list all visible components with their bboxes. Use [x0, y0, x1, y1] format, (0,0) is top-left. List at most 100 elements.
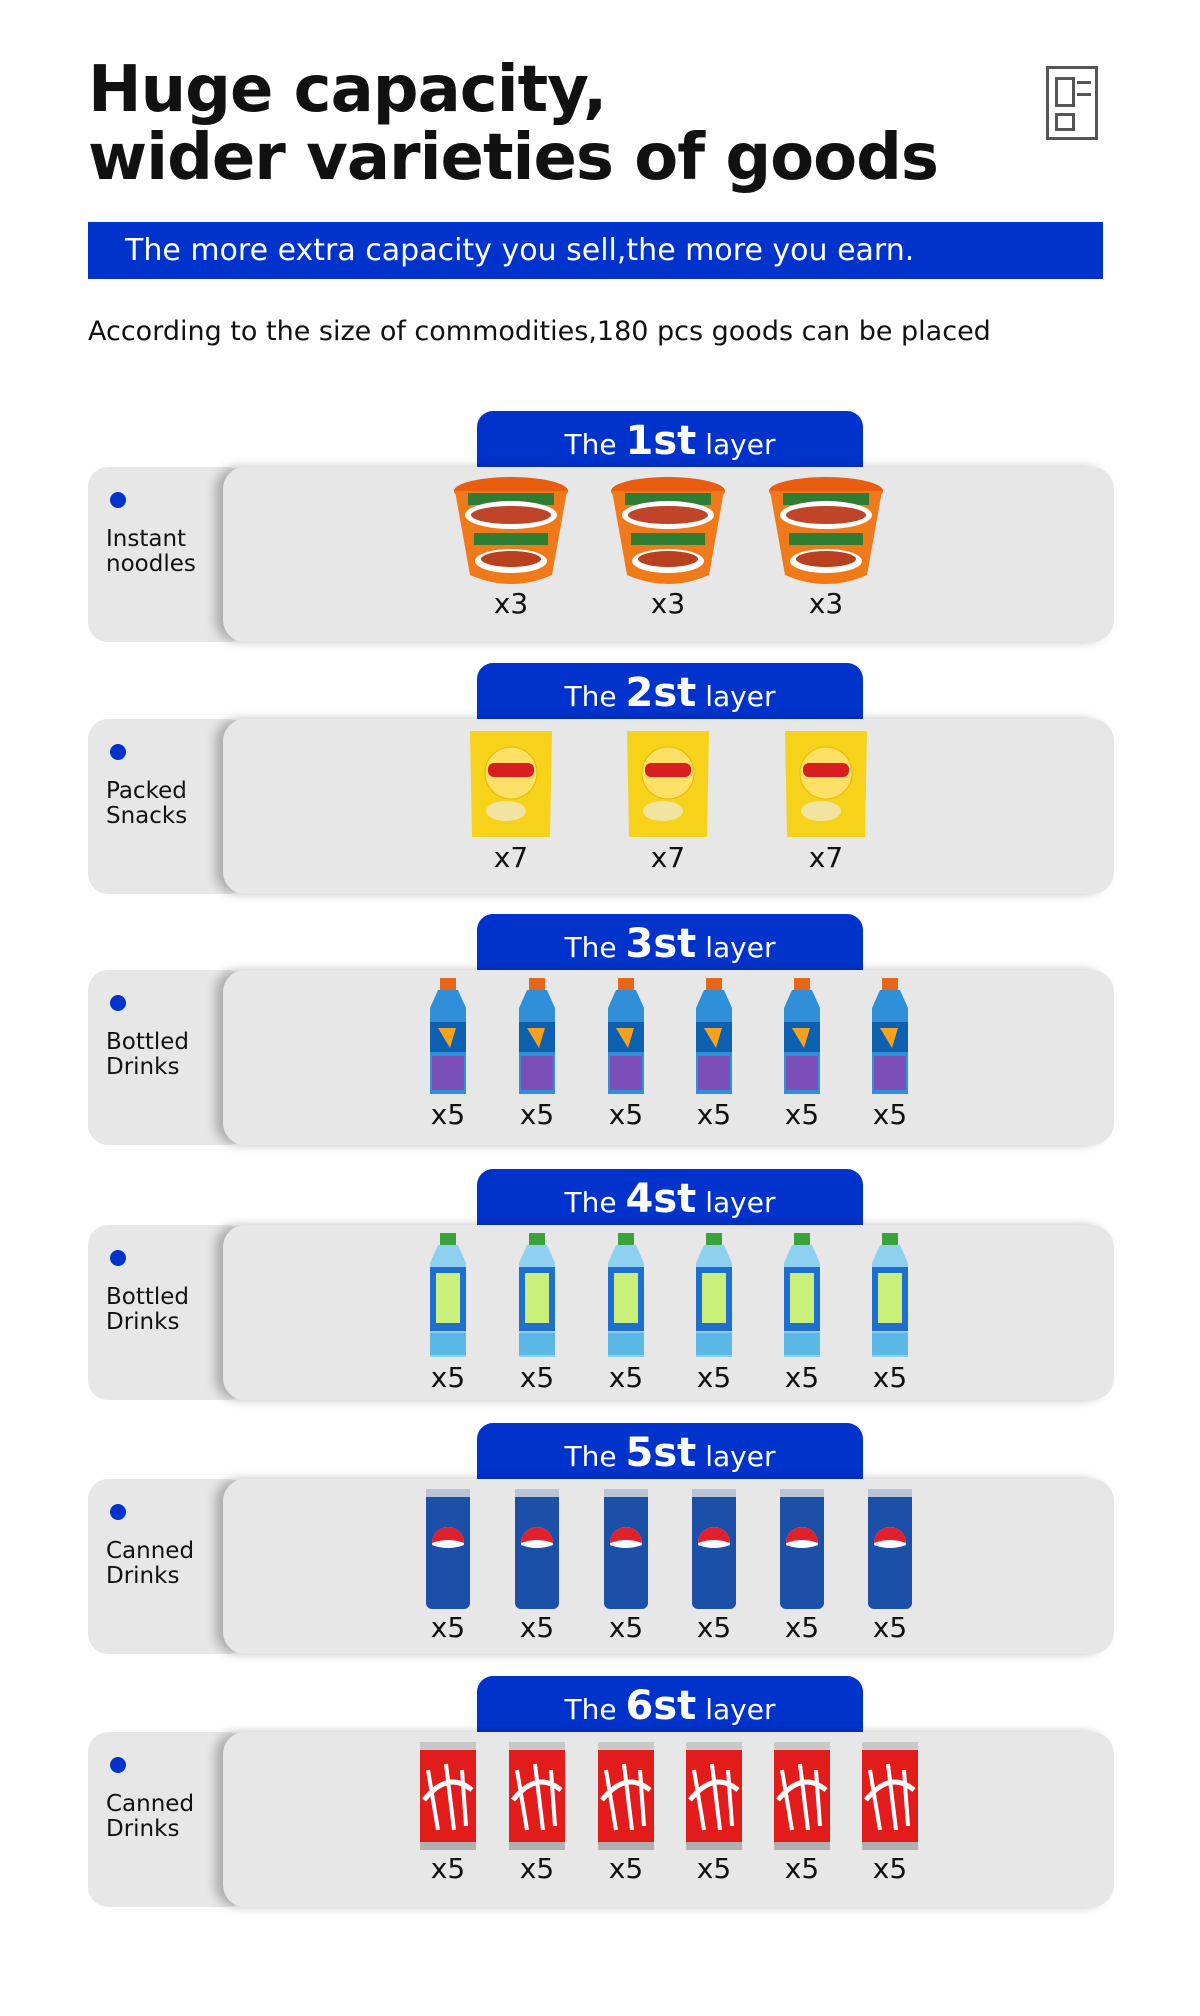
water-drink-bottle-icon [654, 1233, 774, 1361]
layer-tab-prefix: The [564, 1186, 617, 1219]
layer-4: The 4st layer Bottled Drinks x5 x5 x5 x5 x5 x5 [0, 1169, 1200, 1409]
quantity-label: x5 [430, 1098, 466, 1131]
product-item: x5 [388, 1233, 508, 1395]
layer-tab: The 2st layer [477, 663, 863, 719]
quantity-label: x7 [650, 841, 686, 874]
layer-number: 5st [625, 1430, 697, 1476]
layer-tab-prefix: The [564, 680, 617, 713]
product-item: x7 [766, 727, 886, 875]
title-line-2: wider varieties of goods [88, 121, 939, 195]
quantity-label: x5 [872, 1098, 908, 1131]
shelf-panel: x5 x5 x5 x5 x5 x5 [223, 1732, 1114, 1907]
quantity-label: x7 [808, 841, 844, 874]
quantity-label: x5 [519, 1611, 555, 1644]
quantity-label: x5 [519, 1852, 555, 1885]
page-title: Huge capacity, wider varieties of goods [88, 56, 939, 195]
quantity-label: x5 [872, 1361, 908, 1394]
water-drink-bottle-icon [388, 1233, 508, 1361]
product-item: x5 [477, 1487, 597, 1645]
bullet-dot-icon [110, 492, 126, 508]
product-item: x5 [654, 1233, 774, 1395]
product-item: x5 [654, 1487, 774, 1645]
product-item: x5 [742, 978, 862, 1132]
category-label: Bottled Drinks [106, 1284, 190, 1335]
quantity-label: x5 [608, 1611, 644, 1644]
chips-bag-icon [766, 727, 886, 841]
layer-number: 1st [625, 418, 697, 464]
product-item: x5 [388, 1487, 508, 1645]
layer-tab-prefix: The [564, 1693, 617, 1726]
category-box: Instant noodles [88, 467, 248, 642]
pepsi-can-icon [388, 1487, 508, 1611]
product-item: x5 [830, 1740, 950, 1886]
quantity-label: x3 [493, 587, 529, 620]
product-item: x7 [451, 727, 571, 875]
product-item: x5 [830, 1233, 950, 1395]
shelf-panel: x3 x3 x3 [223, 467, 1114, 642]
sports-drink-bottle-icon [654, 978, 774, 1098]
quantity-label: x5 [784, 1361, 820, 1394]
category-box: Canned Drinks [88, 1732, 248, 1907]
quantity-label: x5 [696, 1852, 732, 1885]
category-box: Bottled Drinks [88, 970, 248, 1145]
layer-tab-suffix: layer [705, 680, 776, 713]
layer-tab: The 4st layer [477, 1169, 863, 1225]
layer-tab-suffix: layer [705, 1440, 776, 1473]
quantity-label: x3 [650, 587, 686, 620]
layer-tab-prefix: The [564, 428, 617, 461]
layer-number: 2st [625, 670, 697, 716]
product-item: x5 [742, 1740, 862, 1886]
product-item: x7 [608, 727, 728, 875]
shelf-panel: x5 x5 x5 x5 x5 x5 [223, 1225, 1114, 1400]
instant-noodle-cup-icon [451, 475, 571, 587]
product-item: x5 [566, 1487, 686, 1645]
layer-tab-prefix: The [564, 1440, 617, 1473]
coca-cola-can-icon [742, 1740, 862, 1852]
product-item: x5 [477, 978, 597, 1132]
quantity-label: x5 [872, 1852, 908, 1885]
coca-cola-can-icon [388, 1740, 508, 1852]
category-label: Instant noodles [106, 526, 196, 577]
layer-number: 4st [625, 1176, 697, 1222]
layer-6: The 6st layer Canned Drinks x5 x5 x5 x5 x5 x5 [0, 1676, 1200, 1916]
subtitle: According to the size of commodities,180… [88, 316, 991, 347]
layer-tab: The 6st layer [477, 1676, 863, 1732]
product-item: x5 [654, 978, 774, 1132]
coca-cola-can-icon [477, 1740, 597, 1852]
quantity-label: x5 [608, 1098, 644, 1131]
sports-drink-bottle-icon [830, 978, 950, 1098]
layer-tab-suffix: layer [705, 428, 776, 461]
layer-tab-suffix: layer [705, 1186, 776, 1219]
shelf-panel: x5 x5 x5 x5 x5 x5 [223, 970, 1114, 1145]
chips-bag-icon [608, 727, 728, 841]
bullet-dot-icon [110, 744, 126, 760]
category-label: Canned Drinks [106, 1791, 195, 1842]
pepsi-can-icon [566, 1487, 686, 1611]
layer-tab: The 3st layer [477, 914, 863, 970]
product-item: x5 [477, 1233, 597, 1395]
product-item: x5 [830, 1487, 950, 1645]
quantity-label: x5 [696, 1361, 732, 1394]
sports-drink-bottle-icon [566, 978, 686, 1098]
product-item: x5 [566, 1233, 686, 1395]
bullet-dot-icon [110, 995, 126, 1011]
quantity-label: x5 [696, 1611, 732, 1644]
quantity-label: x5 [519, 1361, 555, 1394]
chips-bag-icon [451, 727, 571, 841]
product-item: x5 [742, 1233, 862, 1395]
sports-drink-bottle-icon [477, 978, 597, 1098]
banner: The more extra capacity you sell,the mor… [88, 222, 1103, 279]
product-item: x5 [566, 978, 686, 1132]
water-drink-bottle-icon [477, 1233, 597, 1361]
product-item: x5 [477, 1740, 597, 1886]
sports-drink-bottle-icon [742, 978, 862, 1098]
category-box: Canned Drinks [88, 1479, 248, 1654]
product-item: x3 [451, 475, 571, 621]
quantity-label: x5 [519, 1098, 555, 1131]
quantity-label: x5 [784, 1611, 820, 1644]
water-drink-bottle-icon [566, 1233, 686, 1361]
product-item: x5 [654, 1740, 774, 1886]
bullet-dot-icon [110, 1250, 126, 1266]
quantity-label: x7 [493, 841, 529, 874]
water-drink-bottle-icon [830, 1233, 950, 1361]
